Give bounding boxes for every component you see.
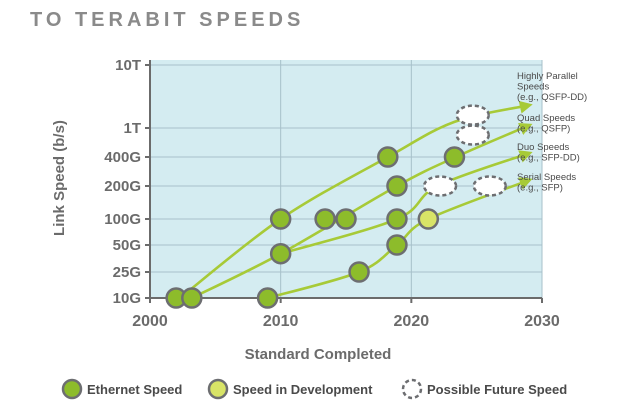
legend-label: Ethernet Speed [87, 382, 182, 397]
ethernet-speed-marker [335, 208, 357, 230]
development-speed-marker [417, 208, 440, 230]
ethernet-speed-marker [386, 208, 408, 230]
series-label: Highly Parallel [517, 71, 578, 82]
ethernet-speed-marker [314, 208, 336, 230]
series-label: Duo Speeds [517, 142, 570, 153]
x-tick-label: 2000 [132, 313, 168, 330]
ethernet-speed-marker [181, 287, 203, 309]
legend-swatch-future [401, 378, 423, 400]
y-tick-label: 100G [104, 211, 141, 228]
ethernet-speed-marker [348, 261, 370, 283]
series-label: Quad Speeds [517, 113, 575, 124]
x-axis-ticks: 2000 2010 2020 2030 [132, 298, 560, 330]
ethernet-speed-marker [377, 146, 399, 168]
x-tick-label: 2010 [263, 313, 299, 330]
future-speed-marker [472, 175, 507, 197]
y-tick-label: 400G [104, 149, 141, 166]
chart-title: TO TERABIT SPEEDS [30, 9, 304, 31]
x-tick-label: 2020 [394, 313, 430, 330]
ethernet-speed-marker [256, 287, 279, 309]
x-tick-label: 2030 [524, 313, 560, 330]
y-tick-label: 1T [123, 120, 141, 137]
trend-arrow [280, 150, 533, 255]
ethernet-speed-marker [443, 146, 466, 168]
series-label: (e.g., QSFP-DD) [517, 92, 587, 103]
series-label: Serial Speeds [517, 172, 576, 183]
legend-swatch-development [207, 378, 229, 400]
series-label: (e.g., SFP-DD) [517, 153, 580, 164]
future-speed-marker [455, 124, 490, 146]
y-axis-label: Link Speed (b/s) [51, 120, 68, 236]
series-label: Speeds [517, 82, 549, 93]
future-speed-marker [455, 104, 490, 126]
y-axis-ticks: 10G 25G 50G 100G 200G 400G 1T 10T [104, 57, 150, 307]
series-label: (e.g., SFP) [517, 183, 563, 194]
legend-label: Possible Future Speed [427, 382, 567, 397]
ethernet-speed-marker [269, 242, 292, 265]
x-axis-label: Standard Completed [245, 346, 392, 363]
y-tick-label: 25G [113, 264, 141, 281]
series-label: (e.g., QSFP) [517, 124, 570, 135]
ethernet-speed-marker [386, 234, 408, 256]
axes [149, 60, 542, 299]
legend-label: Speed in Development [233, 382, 373, 397]
y-tick-label: 10G [113, 290, 141, 307]
legend: Ethernet Speed Speed in Development Possib… [61, 378, 567, 400]
y-tick-label: 50G [113, 237, 141, 254]
data-points [165, 104, 507, 309]
future-speed-marker [422, 175, 458, 197]
legend-swatch-ethernet [61, 378, 83, 400]
ethernet-speed-marker [269, 208, 292, 230]
y-tick-label: 200G [104, 178, 141, 195]
y-tick-label: 10T [115, 57, 141, 74]
ethernet-speed-marker [386, 175, 408, 197]
